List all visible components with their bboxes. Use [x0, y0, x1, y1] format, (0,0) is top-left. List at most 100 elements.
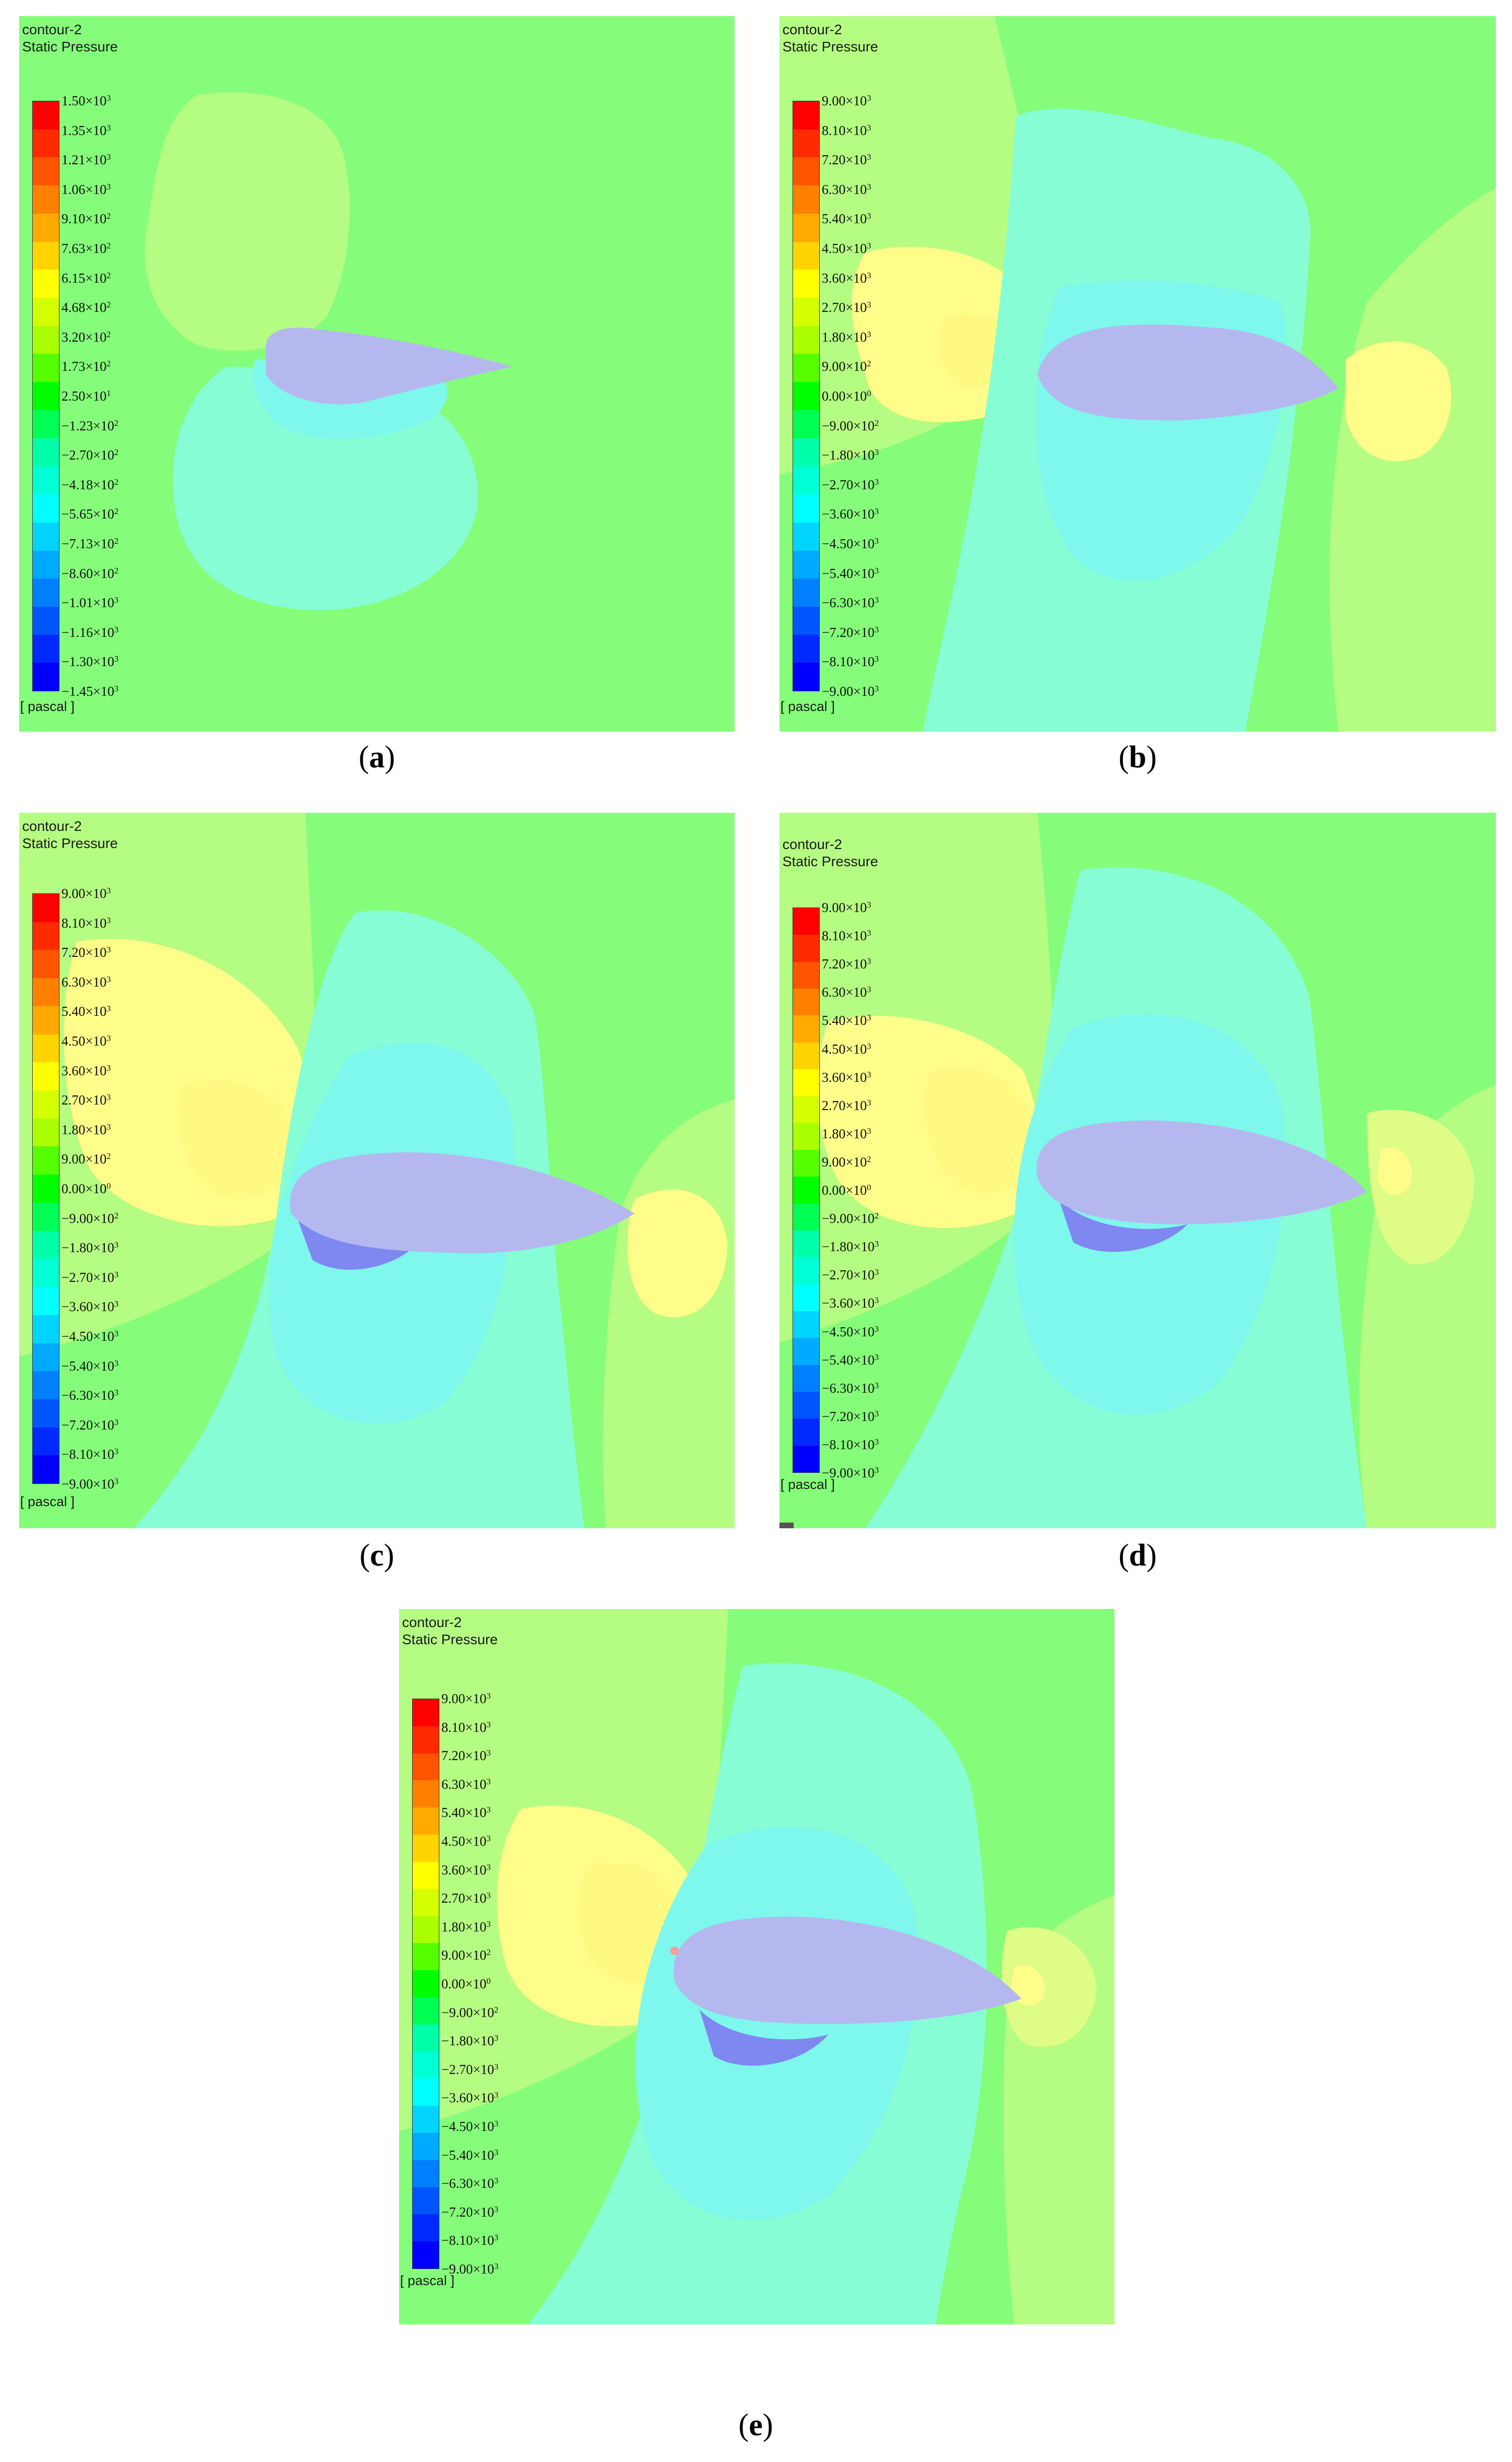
unit-label-b: [ pascal ]: [780, 699, 835, 714]
legend-tick-label: −6.30×103: [61, 1388, 119, 1403]
pressure-contour-field: [779, 16, 1496, 732]
colorbar-segment: [33, 1371, 59, 1399]
legend-tick-label: −2.70×103: [441, 2061, 499, 2077]
legend-tick-label: 1.06×103: [61, 181, 111, 197]
legend-tick-label: 9.00×103: [822, 93, 871, 108]
variable-name: Static Pressure: [402, 1632, 498, 1647]
colorbar-segment: [793, 634, 819, 663]
pressure-contour-field: [19, 813, 735, 1528]
legend-tick-label: 3.20×102: [61, 329, 111, 345]
colorbar-segment: [33, 270, 59, 298]
colorbar-segment: [793, 438, 819, 467]
legend-tick-label: 9.00×103: [441, 1691, 491, 1706]
legend-tick-label: −3.60×103: [822, 1295, 879, 1311]
legend-tick-label: −8.10×103: [822, 1437, 879, 1452]
colorbar-segment: [33, 1287, 59, 1315]
colorbar-segment: [33, 1090, 59, 1119]
colorbar-segment: [793, 1311, 819, 1338]
legend-tick-label: 3.60×103: [441, 1862, 491, 1877]
colorbar-segment: [33, 1118, 59, 1147]
legend-tick-label: −8.60×102: [61, 565, 119, 581]
legend-tick-label: −4.50×103: [441, 2119, 499, 2134]
colorbar-segment: [413, 1726, 439, 1754]
colorbar-segment: [33, 950, 59, 979]
legend-tick-label: −3.60×103: [822, 506, 879, 522]
legend-tick-label: −4.18×102: [61, 477, 119, 492]
colorbar-segment: [33, 1455, 59, 1484]
legend-tick-label: −2.70×102: [61, 447, 119, 463]
legend-tick-label: 5.40×103: [822, 1013, 871, 1028]
legend-tick-label: −7.20×103: [441, 2204, 499, 2220]
legend-tick-label: 3.60×103: [822, 270, 871, 286]
colorbar-segment: [793, 1284, 819, 1311]
colorbar-segment: [793, 1445, 819, 1472]
colorbar-segment: [793, 213, 819, 242]
legend-tick-label: −9.00×103: [441, 2261, 499, 2277]
legend-tick-label: 8.10×103: [822, 122, 871, 138]
colorbar-segment: [33, 578, 59, 607]
colorbar-segment: [793, 1365, 819, 1392]
legend-tick-label: 1.80×103: [61, 1122, 111, 1137]
legend-tick-label: 4.50×103: [822, 241, 871, 256]
colorbar-segment: [413, 1699, 439, 1726]
contour-name: contour-2: [22, 818, 82, 834]
legend-tick-label: 7.20×103: [822, 956, 871, 972]
legend-tick-label: −1.80×103: [441, 2033, 499, 2049]
colorbar-segment: [793, 1418, 819, 1446]
legend-tick-label: 3.60×103: [61, 1063, 111, 1078]
contour-name: contour-2: [22, 22, 82, 37]
legend-tick-label: −7.20×103: [822, 624, 879, 640]
legend-tick-label: 3.60×103: [822, 1069, 871, 1085]
legend-tick-label: 5.40×103: [61, 1004, 111, 1019]
legend-tick-label: 0.00×100: [441, 1976, 491, 1991]
legend-tick-label: 0.00×100: [822, 1183, 871, 1198]
colorbar-segment: [413, 2079, 439, 2106]
panel-title-d: contour-2 Static Pressure: [782, 836, 878, 870]
legend-tick-label: 4.50×103: [441, 1834, 491, 1849]
contour-panel-b: contour-2 Static Pressure 9.00×103 8.10×1…: [779, 16, 1496, 732]
colorbar-segment: [33, 466, 59, 495]
contour-panel-d: contour-2 Static Pressure 9.00×103 8.10×1…: [779, 813, 1496, 1528]
legend-tick-label: 2.70×103: [441, 1891, 491, 1906]
colorbar-segment: [413, 2051, 439, 2079]
unit-label-d: [ pascal ]: [780, 1477, 835, 1492]
unit-label-a: [ pascal ]: [20, 699, 75, 714]
legend-tick-label: −9.00×103: [822, 1465, 879, 1480]
legend-tick-label: 0.00×100: [822, 388, 871, 404]
colorbar-segment: [33, 185, 59, 214]
colorbar-segment: [793, 908, 819, 935]
colorbar-segment: [33, 922, 59, 950]
colorbar-segment: [33, 157, 59, 186]
contour-panel-e: contour-2 Static Pressure 9.00×103 8.10×1…: [399, 1609, 1114, 2324]
colorbar-segment: [33, 606, 59, 635]
legend-tick-label: −7.13×102: [61, 536, 119, 551]
legend-tick-label: 9.00×102: [822, 1154, 871, 1170]
legend-tick-label: 8.10×103: [822, 928, 871, 944]
colorbar-segment: [793, 606, 819, 635]
colorbar-segment: [793, 961, 819, 989]
colorbar-segment: [793, 1391, 819, 1419]
colorbar-segment: [793, 1123, 819, 1150]
colorbar: [793, 101, 820, 691]
contour-panel-c: contour-2 Static Pressure 9.00×103 8.10×1…: [19, 813, 735, 1528]
variable-name: Static Pressure: [22, 39, 118, 54]
colorbar-segment: [413, 1943, 439, 1971]
colorbar-segment: [33, 1230, 59, 1259]
legend-tick-label: 5.40×103: [441, 1805, 491, 1821]
colorbar-segment: [33, 1343, 59, 1372]
colorbar-segment: [793, 1177, 819, 1204]
legend-tick-label: −4.50×103: [822, 1324, 879, 1339]
colorbar-segment: [33, 494, 59, 523]
colorbar-segment: [413, 2024, 439, 2052]
colorbar-segment: [793, 241, 819, 270]
legend-tick-label: −5.40×103: [441, 2147, 499, 2163]
panel-title-c: contour-2 Static Pressure: [22, 818, 118, 852]
colorbar-segment: [793, 185, 819, 214]
legend-tick-label: −9.00×102: [441, 2004, 499, 2020]
contour-name: contour-2: [782, 836, 842, 852]
pressure-contour-field: [399, 1609, 1114, 2324]
variable-name: Static Pressure: [22, 835, 118, 851]
legend-tick-label: −5.40×103: [61, 1358, 119, 1374]
variable-name: Static Pressure: [782, 39, 878, 54]
colorbar-segment: [413, 1916, 439, 1943]
